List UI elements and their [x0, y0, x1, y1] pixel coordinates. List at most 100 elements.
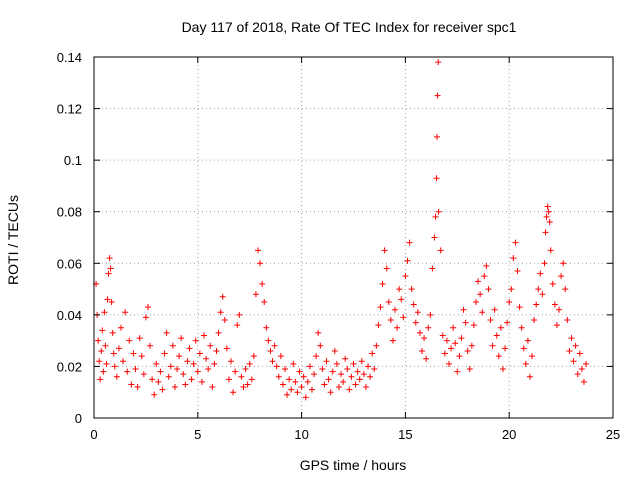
data-point	[180, 371, 187, 378]
data-point	[194, 368, 201, 375]
data-point	[551, 301, 558, 308]
data-point	[213, 347, 220, 354]
data-point	[462, 319, 469, 326]
data-point	[342, 355, 349, 362]
data-point	[512, 239, 519, 246]
data-point	[466, 366, 473, 373]
data-point	[520, 345, 527, 352]
chart-title: Day 117 of 2018, Rate Of TEC Index for r…	[182, 19, 517, 35]
data-point	[159, 386, 166, 393]
data-point	[250, 353, 257, 360]
data-point	[263, 324, 270, 331]
data-point	[267, 347, 274, 354]
data-point	[275, 373, 282, 380]
data-point	[348, 373, 355, 380]
data-point	[412, 319, 419, 326]
data-point	[425, 324, 432, 331]
data-point	[529, 353, 536, 360]
data-point	[367, 373, 374, 380]
data-point	[97, 376, 104, 383]
data-point	[377, 304, 384, 311]
data-point	[281, 366, 288, 373]
data-point	[140, 371, 147, 378]
data-point	[389, 337, 396, 344]
x-tick-label: 15	[398, 427, 412, 442]
data-point	[147, 342, 154, 349]
data-point	[169, 342, 176, 349]
data-point	[221, 317, 228, 324]
tick-labels: 0 5 10 15 20 25 0 0.02 0.04 0.06 0.08 0.1 0.12 0.14	[57, 50, 621, 442]
data-point	[441, 350, 448, 357]
data-point	[308, 386, 315, 393]
data-point	[120, 358, 127, 365]
data-point	[331, 347, 338, 354]
data-point	[470, 322, 477, 329]
data-point	[205, 366, 212, 373]
grid-lines	[94, 57, 613, 418]
data-point	[450, 324, 457, 331]
data-point	[107, 265, 114, 272]
data-point	[365, 363, 372, 370]
data-point	[167, 363, 174, 370]
data-point	[456, 353, 463, 360]
data-point	[165, 373, 172, 380]
data-point	[110, 350, 117, 357]
data-point	[533, 301, 540, 308]
data-point	[419, 347, 426, 354]
data-point	[443, 337, 450, 344]
data-point	[416, 329, 423, 336]
data-point	[518, 324, 525, 331]
data-point	[572, 342, 579, 349]
data-point	[499, 366, 506, 373]
data-point	[269, 358, 276, 365]
data-point	[387, 317, 394, 324]
data-point	[406, 239, 413, 246]
data-point	[460, 306, 467, 313]
data-point	[234, 322, 241, 329]
data-point	[232, 368, 239, 375]
data-point	[475, 278, 482, 285]
x-tick-label: 25	[606, 427, 620, 442]
data-point	[138, 353, 145, 360]
data-point	[102, 342, 109, 349]
data-point	[323, 358, 330, 365]
data-point	[487, 317, 494, 324]
data-point	[439, 332, 446, 339]
data-point	[290, 360, 297, 367]
data-point	[404, 257, 411, 264]
data-point	[464, 347, 471, 354]
data-point	[223, 345, 230, 352]
data-point	[108, 298, 115, 305]
data-point	[516, 304, 523, 311]
data-point	[354, 368, 361, 375]
data-point	[338, 371, 345, 378]
data-point	[244, 381, 251, 388]
data-point	[392, 306, 399, 313]
data-point	[477, 291, 484, 298]
data-point	[568, 335, 575, 342]
data-point	[242, 366, 249, 373]
y-tick-label: 0.08	[57, 205, 82, 220]
data-point	[396, 286, 403, 293]
data-point	[371, 366, 378, 373]
data-point	[489, 342, 496, 349]
data-point	[255, 247, 262, 254]
data-point	[483, 262, 490, 269]
data-point	[504, 319, 511, 326]
data-point	[448, 345, 455, 352]
x-tick-label: 5	[194, 427, 201, 442]
data-point	[284, 391, 291, 398]
data-point	[327, 389, 334, 396]
data-point	[369, 350, 376, 357]
data-point	[570, 358, 577, 365]
data-point	[531, 317, 538, 324]
data-point	[128, 381, 135, 388]
data-point	[574, 371, 581, 378]
data-point	[104, 296, 111, 303]
data-point	[485, 286, 492, 293]
data-point	[259, 280, 266, 287]
data-point	[335, 384, 342, 391]
data-point	[481, 273, 488, 280]
data-point	[379, 280, 386, 287]
data-point	[109, 329, 116, 336]
